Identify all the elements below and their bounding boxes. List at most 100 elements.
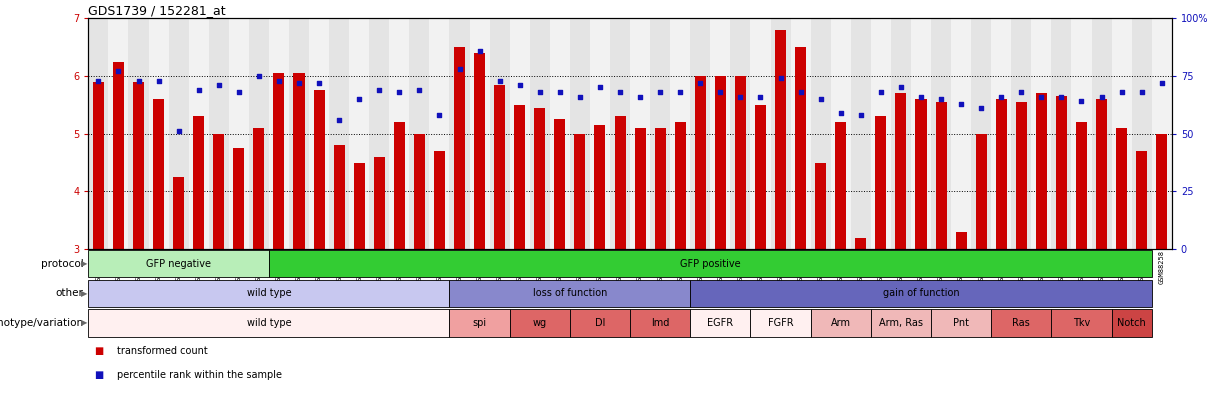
Text: spi: spi [472,318,487,328]
Bar [509,309,569,337]
Point [169,128,189,134]
Text: loss of function: loss of function [533,288,607,298]
Bar [931,309,991,337]
Point [1092,94,1112,100]
Point [490,77,509,84]
Bar [975,134,987,249]
Point [991,94,1011,100]
Text: EGFR: EGFR [707,318,734,328]
Bar [1092,18,1112,249]
Point [148,77,168,84]
Bar [413,134,425,249]
Bar [449,280,691,307]
Bar [434,151,445,249]
Point [771,75,790,81]
Text: ▶: ▶ [81,289,88,298]
Bar [350,18,369,249]
Bar [1156,134,1167,249]
Bar [314,90,325,249]
Bar [429,18,449,249]
Text: Tkv: Tkv [1072,318,1090,328]
Point [650,89,670,95]
Bar [1136,151,1147,249]
Bar [290,18,309,249]
Text: ▶: ▶ [81,318,88,328]
Bar [509,18,530,249]
Bar [590,18,610,249]
Point [249,73,269,79]
Bar [494,85,506,249]
Point [350,96,369,102]
Bar [253,128,264,249]
Bar [530,18,550,249]
Point [550,89,569,95]
Point [1112,89,1131,95]
Bar [1071,18,1092,249]
Point [1032,94,1052,100]
Bar [1131,18,1152,249]
Bar [1052,18,1071,249]
Point [1052,94,1071,100]
Bar [233,148,244,249]
Point [631,94,650,100]
Point [912,94,931,100]
Bar [775,30,787,249]
Point [571,94,590,100]
Bar [449,309,509,337]
Bar [113,62,124,249]
Bar [931,18,951,249]
Bar [534,108,545,249]
Bar [896,93,907,249]
Bar [374,157,385,249]
Point [1071,98,1091,104]
Text: GFP negative: GFP negative [146,259,211,269]
Point [189,87,209,93]
Bar [755,105,766,249]
Text: ■: ■ [94,370,104,380]
Bar [293,73,304,249]
Bar [1016,102,1027,249]
Text: GFP positive: GFP positive [680,259,741,269]
Bar [93,82,104,249]
Point [530,89,550,95]
Point [670,89,690,95]
Point [972,105,991,111]
Bar [615,116,626,249]
Point [871,89,891,95]
Bar [735,76,746,249]
Point [410,87,429,93]
Bar [836,122,847,249]
Text: lmd: lmd [652,318,670,328]
Bar [831,18,850,249]
Text: transformed count: transformed count [117,346,207,356]
Bar [1096,99,1107,249]
Bar [751,309,811,337]
Bar [309,18,329,249]
Text: Pnt: Pnt [953,318,969,328]
Bar [935,102,946,249]
Bar [811,309,871,337]
Bar [555,119,566,249]
Bar [569,309,629,337]
Bar [88,280,449,307]
Point [1131,89,1151,95]
Point [852,112,871,118]
Point [931,96,951,102]
Point [510,82,530,88]
Bar [329,18,350,249]
Bar [855,237,866,249]
Bar [771,18,790,249]
Bar [88,18,108,249]
Point [369,87,389,93]
Text: genotype/variation: genotype/variation [0,318,83,328]
Bar [1056,96,1067,249]
Bar [996,99,1007,249]
Bar [449,18,470,249]
Bar [209,18,228,249]
Bar [751,18,771,249]
Bar [148,18,168,249]
Text: Arm: Arm [831,318,850,328]
Text: Notch: Notch [1118,318,1146,328]
Bar [269,250,1152,277]
Bar [474,53,485,249]
